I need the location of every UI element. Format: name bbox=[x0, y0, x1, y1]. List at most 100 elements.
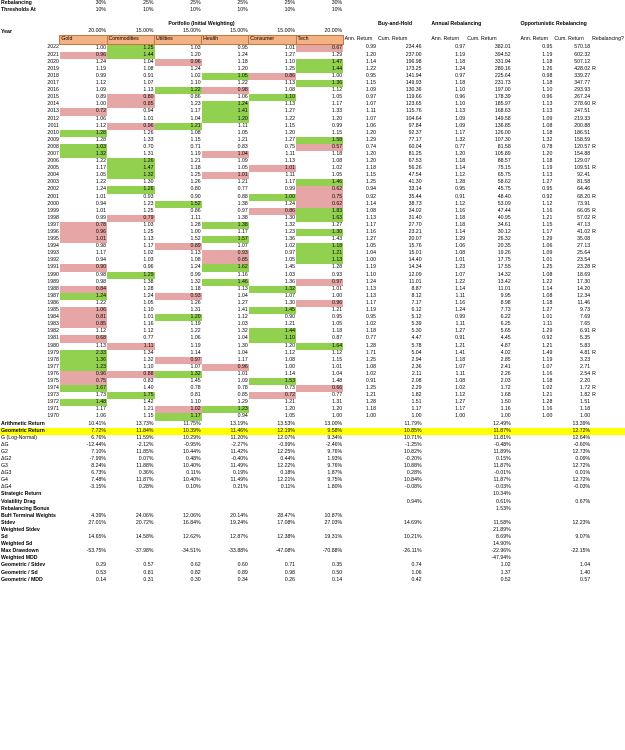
ar-ann[interactable]: 1.07 bbox=[455, 271, 466, 278]
empty-cell[interactable] bbox=[512, 555, 520, 562]
empty-cell[interactable] bbox=[430, 470, 466, 477]
empty-cell[interactable] bbox=[512, 406, 520, 413]
empty-cell[interactable] bbox=[430, 427, 467, 435]
ar-cum[interactable]: 107.30 bbox=[494, 136, 511, 143]
empty-cell[interactable] bbox=[423, 321, 431, 328]
asset-return[interactable]: 1.02 bbox=[154, 406, 202, 414]
asset-return[interactable]: 1.00 bbox=[332, 72, 343, 79]
or-stat[interactable]: 12.72% bbox=[572, 463, 591, 470]
stat-value[interactable]: -70.88% bbox=[322, 548, 343, 555]
asset-return[interactable]: 1.01 bbox=[143, 314, 154, 321]
asset-return[interactable]: 1.02 bbox=[190, 72, 201, 79]
asset-return[interactable]: 1.01 bbox=[95, 193, 106, 200]
bh-ann[interactable]: 1.13 bbox=[365, 292, 376, 299]
ar-ann[interactable]: 1.00 bbox=[455, 413, 466, 420]
ar-ann[interactable]: 1.20 bbox=[455, 150, 466, 157]
ar-cum[interactable]: 9.95 bbox=[500, 292, 511, 299]
or-stat[interactable]: 12.72% bbox=[572, 477, 591, 484]
bh-stat[interactable]: -26.11% bbox=[402, 548, 422, 555]
ar-ann[interactable]: 1.18 bbox=[455, 214, 466, 221]
or-ann[interactable]: 0.78 bbox=[542, 143, 553, 150]
stat-value[interactable]: 9.34% bbox=[327, 434, 343, 441]
or-ann[interactable]: 1.49 bbox=[542, 349, 553, 356]
empty-cell[interactable] bbox=[591, 577, 625, 584]
rebal-flag[interactable] bbox=[591, 116, 625, 123]
bh-cum[interactable]: 130.36 bbox=[405, 87, 422, 94]
bh-stat[interactable]: -0.20% bbox=[405, 456, 422, 462]
empty-cell[interactable] bbox=[377, 0, 423, 7]
stat-value[interactable]: 10.41% bbox=[88, 420, 106, 427]
empty-cell[interactable] bbox=[343, 541, 377, 548]
empty-cell[interactable] bbox=[512, 527, 520, 534]
stat-label[interactable]: Stdev bbox=[1, 519, 16, 526]
empty-cell[interactable] bbox=[430, 534, 466, 541]
asset-return[interactable]: 1.26 bbox=[107, 158, 155, 166]
empty-cell[interactable] bbox=[423, 371, 431, 378]
asset-return[interactable]: 1.36 bbox=[284, 278, 296, 285]
ar-cum[interactable]: 13.42 bbox=[497, 278, 511, 285]
year[interactable]: 1970 bbox=[47, 413, 59, 420]
cum-header[interactable]: Cum. Return bbox=[554, 36, 584, 43]
or-stat[interactable]: -0.03% bbox=[573, 484, 591, 491]
empty-cell[interactable] bbox=[423, 548, 431, 555]
or-stat[interactable] bbox=[553, 506, 591, 513]
empty-cell[interactable] bbox=[520, 14, 554, 21]
bh-cum[interactable]: 14.34 bbox=[408, 264, 422, 271]
empty-cell[interactable] bbox=[423, 7, 431, 14]
cum-header[interactable]: Cum. Return bbox=[467, 36, 497, 43]
asset-return[interactable]: 0.81 bbox=[59, 314, 107, 322]
stat-value[interactable]: -0.40% bbox=[231, 456, 248, 462]
bh-stat[interactable]: 0.74 bbox=[411, 562, 422, 569]
empty-cell[interactable] bbox=[512, 335, 520, 342]
ar-cum[interactable]: 126.00 bbox=[494, 129, 511, 136]
stat-value[interactable]: 0.11% bbox=[280, 484, 296, 491]
asset-return[interactable]: 0.83 bbox=[237, 143, 248, 150]
asset-return[interactable]: 1.73 bbox=[95, 392, 106, 399]
bh-ann[interactable]: 1.24 bbox=[365, 278, 376, 285]
empty-cell[interactable] bbox=[591, 555, 625, 562]
ar-ann[interactable]: 1.08 bbox=[455, 250, 466, 257]
or-cum[interactable]: 27.13 bbox=[577, 243, 591, 250]
asset-return[interactable]: 0.79 bbox=[107, 214, 155, 222]
ar-cum[interactable]: 382.01 bbox=[494, 44, 511, 51]
asset-return[interactable]: 1.06 bbox=[59, 307, 107, 315]
empty-cell[interactable] bbox=[520, 527, 554, 534]
empty-cell[interactable] bbox=[512, 7, 520, 14]
asset-return[interactable]: 1.32 bbox=[143, 356, 154, 363]
weight[interactable]: 20.00% bbox=[88, 28, 106, 35]
year[interactable]: 1972 bbox=[47, 399, 59, 406]
empty-cell[interactable] bbox=[423, 392, 431, 399]
or-ann[interactable]: 1.21 bbox=[542, 342, 553, 349]
empty-cell[interactable] bbox=[422, 427, 431, 435]
asset-return[interactable]: 1.08 bbox=[284, 87, 296, 94]
empty-cell[interactable] bbox=[423, 300, 431, 307]
ar-cum[interactable]: 17.55 bbox=[497, 264, 511, 271]
asset-return[interactable]: 1.02 bbox=[332, 165, 343, 172]
or-ann[interactable]: 1.27 bbox=[542, 179, 553, 186]
stat-value[interactable]: 12.07% bbox=[277, 434, 296, 441]
stat-value[interactable]: -34.51% bbox=[181, 548, 201, 555]
asset-return[interactable]: 1.18 bbox=[332, 328, 343, 335]
bh-ann[interactable]: 1.15 bbox=[365, 80, 376, 87]
empty-cell[interactable] bbox=[512, 151, 520, 158]
bh-cum[interactable]: 11.01 bbox=[408, 278, 422, 285]
stat-label[interactable]: Geometric Return bbox=[0, 427, 60, 435]
asset-return[interactable]: 1.53 bbox=[248, 377, 297, 386]
or-cum[interactable]: 602.32 bbox=[574, 51, 591, 58]
ar-stat[interactable]: -47.94% bbox=[491, 555, 511, 562]
bh-ann[interactable]: 1.09 bbox=[365, 87, 376, 94]
empty-cell[interactable] bbox=[511, 427, 520, 435]
stat-value[interactable]: 10.29% bbox=[183, 434, 201, 441]
asset-return[interactable]: 1.27 bbox=[284, 136, 296, 143]
ar-cum[interactable]: 149.58 bbox=[494, 115, 511, 122]
ar-ann[interactable]: 1.17 bbox=[455, 406, 466, 413]
ar-ann[interactable]: 1.02 bbox=[455, 385, 466, 392]
empty-cell[interactable] bbox=[512, 0, 520, 7]
stat-value[interactable]: 0.71 bbox=[284, 562, 296, 569]
ar-cum[interactable]: 53.09 bbox=[497, 200, 511, 207]
empty-cell[interactable] bbox=[512, 59, 520, 66]
stat-value[interactable]: 0.11% bbox=[186, 470, 201, 477]
empty-cell[interactable] bbox=[520, 484, 554, 491]
stat-value[interactable] bbox=[107, 527, 155, 534]
ar-stat[interactable] bbox=[466, 513, 512, 520]
